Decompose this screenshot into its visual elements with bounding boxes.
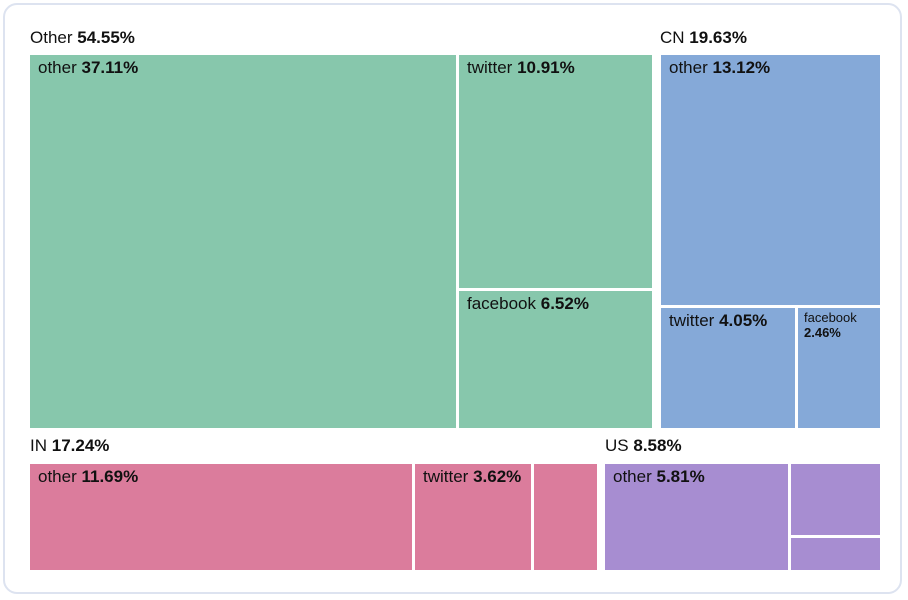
group-label-us: US 8.58% — [605, 436, 682, 456]
group-percent: 8.58% — [633, 436, 682, 455]
cell-name: facebook — [467, 294, 536, 313]
cell-value: 3.62% — [473, 467, 522, 486]
treemap-cell-other-other[interactable]: other 37.11% — [30, 55, 456, 428]
group-percent: 19.63% — [689, 28, 747, 47]
treemap-cell-us-unlabeled-1[interactable] — [791, 464, 880, 535]
treemap-cell-cn-other[interactable]: other 13.12% — [661, 55, 880, 305]
group-name: CN — [660, 28, 685, 47]
group-label-other: Other 54.55% — [30, 28, 135, 48]
group-percent: 54.55% — [77, 28, 135, 47]
cell-value: 13.12% — [712, 58, 771, 77]
group-label-cn: CN 19.63% — [660, 28, 747, 48]
treemap-cell-us-other[interactable]: other 5.81% — [605, 464, 788, 570]
group-name: Other — [30, 28, 73, 47]
cell-name: other — [613, 467, 652, 486]
treemap-cell-in-other[interactable]: other 11.69% — [30, 464, 412, 570]
cell-name: twitter — [467, 58, 513, 77]
cell-name: twitter — [423, 467, 469, 486]
treemap-cell-cn-twitter[interactable]: twitter 4.05% — [661, 308, 795, 428]
cell-value: 5.81% — [656, 467, 705, 486]
cell-name: other — [38, 467, 77, 486]
treemap-cell-in-twitter[interactable]: twitter 3.62% — [415, 464, 531, 570]
cell-name: other — [669, 58, 708, 77]
cell-value: 11.69% — [81, 467, 139, 486]
cell-value: 4.05% — [719, 311, 768, 330]
cell-value: 10.91% — [517, 58, 575, 77]
group-name: US — [605, 436, 629, 455]
cell-name: other — [38, 58, 77, 77]
cell-value: 2.46% — [804, 324, 841, 340]
group-label-in: IN 17.24% — [30, 436, 109, 456]
cell-value: 6.52% — [540, 294, 589, 313]
treemap-cell-us-unlabeled-2[interactable] — [791, 538, 880, 570]
treemap-cell-in-unlabeled[interactable] — [534, 464, 597, 570]
cell-name: twitter — [669, 311, 715, 330]
treemap-cell-other-facebook[interactable]: facebook 6.52% — [459, 291, 652, 428]
group-percent: 17.24% — [51, 436, 110, 455]
treemap-cell-other-twitter[interactable]: twitter 10.91% — [459, 55, 652, 288]
group-name: IN — [30, 436, 47, 455]
cell-name: facebook — [804, 310, 857, 325]
cell-value: 37.11% — [81, 58, 139, 77]
treemap-cell-cn-facebook[interactable]: facebook 2.46% — [798, 308, 880, 428]
